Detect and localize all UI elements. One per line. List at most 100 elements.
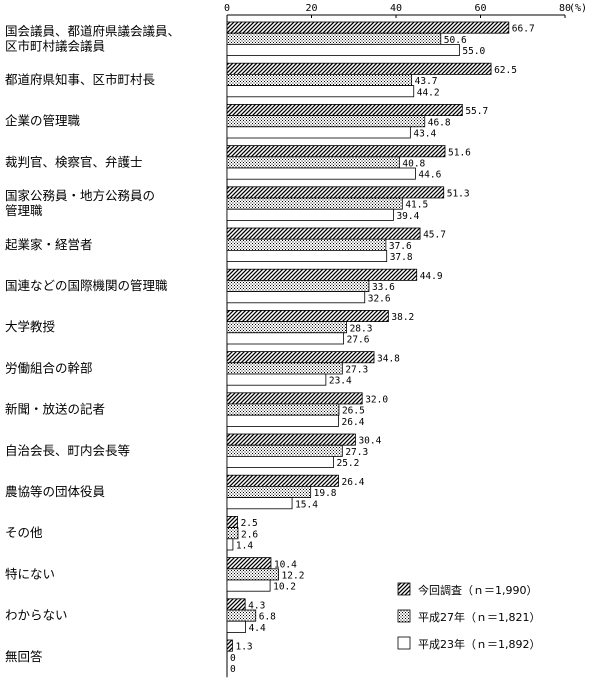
value-label: 51.3 xyxy=(447,189,470,200)
bar xyxy=(226,115,426,128)
bar xyxy=(226,21,510,34)
value-label: 4.3 xyxy=(248,601,265,612)
category-label: 国会議員、都道府県議会議員、 xyxy=(5,23,180,38)
value-label: 0 xyxy=(230,653,236,664)
value-label: 1.4 xyxy=(236,541,253,552)
unit-label: (%) xyxy=(569,3,587,14)
category-label: 新聞・放送の記者 xyxy=(5,402,105,417)
x-tick-label: 0 xyxy=(224,3,230,14)
value-label: 10.2 xyxy=(273,582,296,593)
value-label: 0 xyxy=(230,664,236,675)
bar xyxy=(226,362,343,375)
category-label: その他 xyxy=(5,525,43,540)
category-label: 企業の管理職 xyxy=(5,113,81,128)
value-label: 44.6 xyxy=(418,170,441,181)
bar xyxy=(226,279,370,292)
bar xyxy=(226,516,238,529)
value-label: 32.6 xyxy=(368,293,391,304)
category-label: 国家公務員・地方公務員の xyxy=(5,188,155,203)
category-label: 裁判官、検察官、弁護士 xyxy=(5,154,143,169)
bar xyxy=(226,309,389,322)
value-label: 26.5 xyxy=(342,406,365,417)
bar xyxy=(226,197,403,210)
bar xyxy=(226,579,271,592)
bar xyxy=(226,373,327,386)
bar xyxy=(226,414,339,427)
bar xyxy=(226,455,334,468)
category-label: 特にない xyxy=(5,566,55,581)
category-label: 労働組合の幹部 xyxy=(5,360,93,375)
value-label: 39.4 xyxy=(396,211,419,222)
x-tick-label: 20 xyxy=(305,3,317,14)
value-label: 33.6 xyxy=(372,282,395,293)
legend-swatch xyxy=(397,609,411,623)
value-label: 43.4 xyxy=(413,129,436,140)
category-label: 都道府県知事、区市町村長 xyxy=(5,72,156,87)
bar xyxy=(226,249,388,262)
category-label: 国連などの国際機関の管理職 xyxy=(5,278,168,293)
value-label: 50.6 xyxy=(444,35,467,46)
bar xyxy=(226,145,446,158)
bar xyxy=(226,156,400,169)
bar xyxy=(226,497,293,510)
category-label: 農協等の団体役員 xyxy=(5,484,106,499)
value-label: 27.6 xyxy=(347,335,370,346)
x-tick-label: 80 xyxy=(559,3,571,14)
bar xyxy=(226,332,345,345)
value-label: 51.6 xyxy=(448,147,471,158)
value-label: 2.5 xyxy=(241,518,258,529)
value-label: 26.4 xyxy=(342,417,365,428)
value-label: 37.8 xyxy=(390,252,413,263)
bar xyxy=(226,474,339,487)
bar xyxy=(226,291,366,304)
value-label: 34.8 xyxy=(377,353,400,364)
legend-swatch xyxy=(397,636,411,650)
value-label: 25.2 xyxy=(336,458,359,469)
value-label: 46.8 xyxy=(428,117,451,128)
bar xyxy=(226,557,272,570)
value-label: 2.6 xyxy=(241,529,258,540)
value-label: 27.3 xyxy=(345,447,368,458)
bar xyxy=(226,538,234,551)
value-label: 55.0 xyxy=(462,46,485,57)
value-label: 55.7 xyxy=(465,106,488,117)
category-label: 大学教授 xyxy=(5,319,56,334)
value-label: 15.4 xyxy=(295,499,318,510)
category-label: わからない xyxy=(5,608,68,623)
value-label: 19.8 xyxy=(314,488,337,499)
bar xyxy=(226,32,442,45)
value-label: 30.4 xyxy=(358,436,381,447)
legend-label: 平成23年（ｎ＝1,892） xyxy=(418,637,541,651)
value-label: 32.0 xyxy=(365,395,388,406)
value-label: 40.8 xyxy=(402,159,425,170)
bar xyxy=(226,444,343,457)
bar xyxy=(226,321,347,334)
bar xyxy=(226,639,233,652)
bar xyxy=(226,598,246,611)
value-label: 27.3 xyxy=(345,365,368,376)
bar xyxy=(226,485,312,498)
value-label: 23.4 xyxy=(329,376,352,387)
value-label: 43.7 xyxy=(415,76,438,87)
value-label: 66.7 xyxy=(512,24,535,35)
bars: 66.7 50.655.0 62.5 43.744.2 55.7 46.843.4 51.6… xyxy=(226,21,535,675)
x-tick-label: 60 xyxy=(474,3,486,14)
value-label: 45.7 xyxy=(423,230,446,241)
bar xyxy=(226,620,246,633)
legend-label: 平成27年（ｎ＝1,821） xyxy=(418,610,541,624)
bar xyxy=(226,62,492,75)
category-label: 自治会長、町内会長等 xyxy=(5,443,130,458)
value-label: 6.8 xyxy=(259,612,276,623)
value-label: 10.4 xyxy=(274,559,297,570)
bar xyxy=(226,167,416,180)
category-label: 無回答 xyxy=(5,649,43,664)
category-label: 区市町村議会議員 xyxy=(5,38,106,53)
bar xyxy=(226,403,340,416)
bar xyxy=(226,351,375,364)
bar xyxy=(226,568,279,581)
bar xyxy=(226,85,415,98)
value-label: 44.9 xyxy=(420,271,443,282)
value-label: 41.5 xyxy=(405,200,428,211)
bar xyxy=(226,227,421,240)
